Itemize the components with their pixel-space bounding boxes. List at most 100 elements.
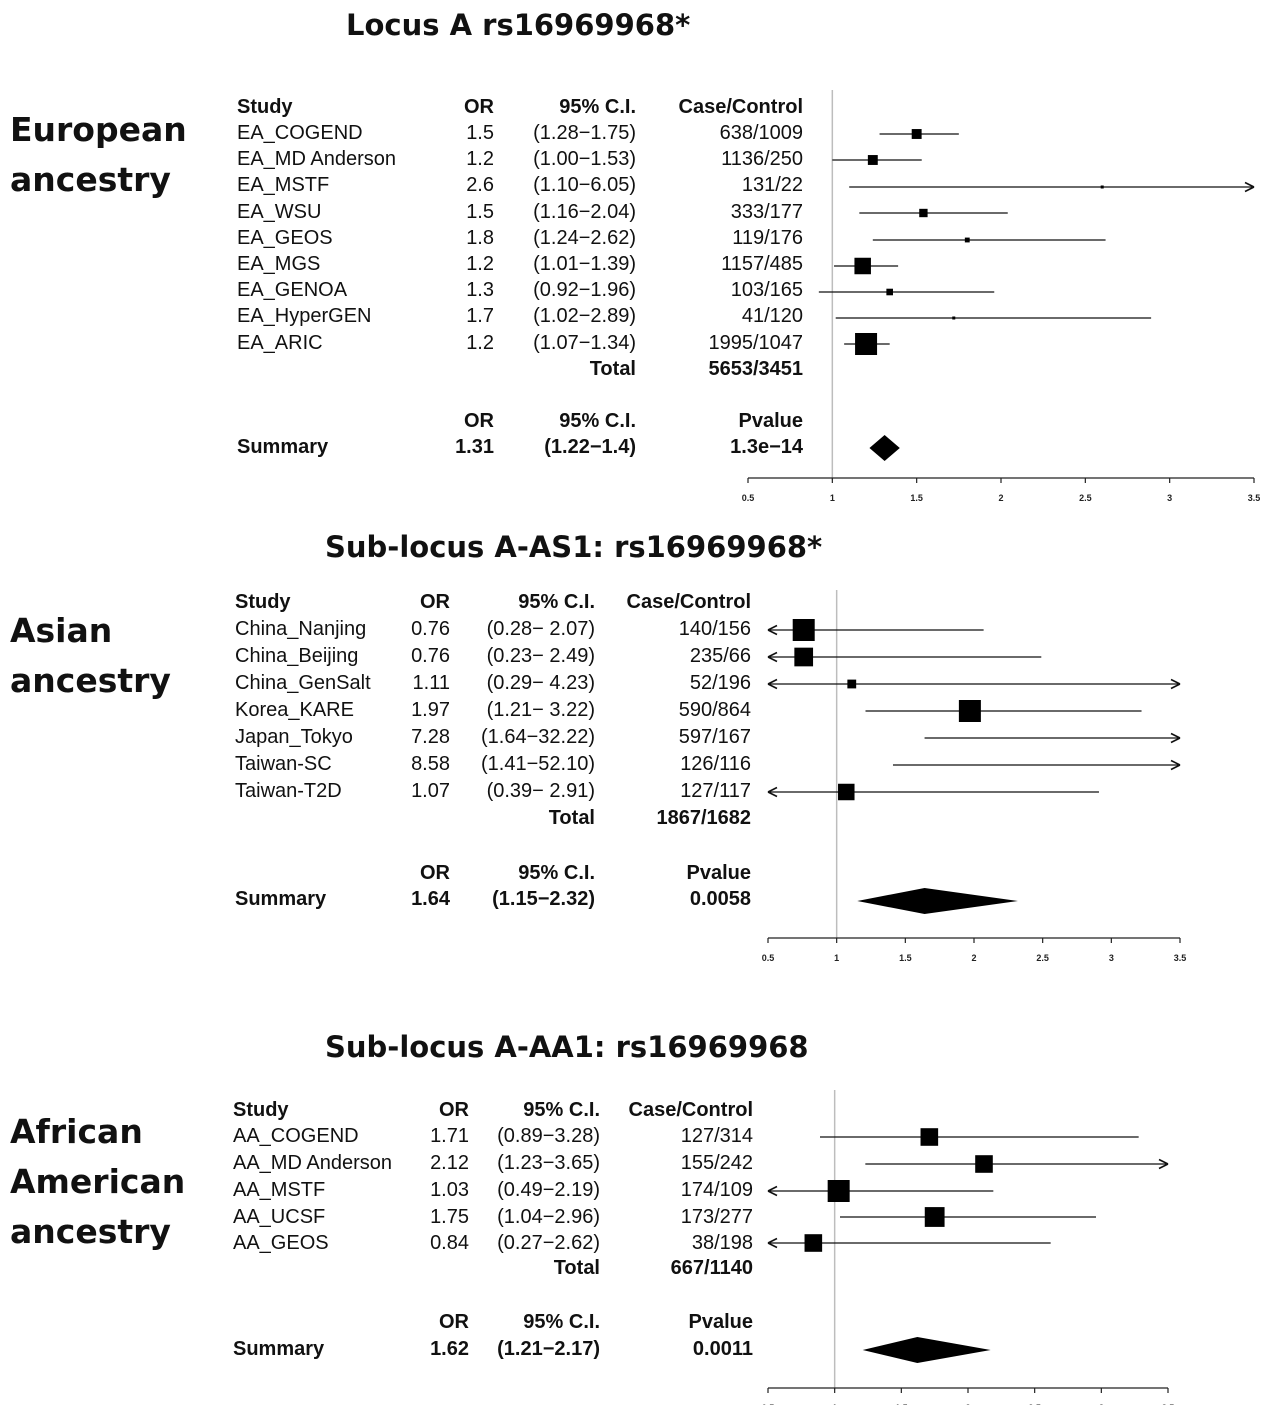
study-ci: (1.02−2.89) — [533, 305, 636, 327]
ancestry-label-line: European — [10, 110, 187, 149]
total-label: Total — [589, 358, 636, 380]
study-name: EA_MD Anderson — [237, 148, 396, 170]
panel-title: Sub-locus A-AA1: rs16969968 — [325, 1030, 809, 1064]
col-header-ci: 95% C.I. — [523, 1099, 600, 1121]
study-name: Taiwan-T2D — [235, 780, 342, 802]
study-case-control: 173/277 — [680, 1206, 753, 1228]
study-case-control: 119/176 — [732, 227, 803, 249]
study-case-control: 131/22 — [741, 174, 803, 196]
col-header-study: Study — [237, 96, 293, 118]
study-ci: (0.39− 2.91) — [486, 780, 595, 802]
study-name: China_GenSalt — [235, 672, 371, 694]
x-tick-label: 3 — [1167, 493, 1172, 503]
effect-box — [920, 1128, 939, 1146]
study-case-control: 155/242 — [680, 1152, 753, 1174]
summary-header-ci: 95% C.I. — [518, 862, 595, 884]
x-tick-label: 3.5 — [1174, 953, 1187, 963]
study-row: AA_UCSF 1.75 (1.04−2.96) 173/277 — [0, 1206, 770, 1232]
study-case-control: 127/314 — [680, 1125, 753, 1147]
effect-box — [964, 237, 970, 243]
col-header-ci: 95% C.I. — [559, 96, 636, 118]
study-or: 1.7 — [466, 305, 494, 327]
col-header-or: OR — [464, 96, 494, 118]
effect-box — [1100, 185, 1104, 189]
study-ci: (0.27−2.62) — [497, 1232, 600, 1254]
study-or: 1.8 — [466, 227, 494, 249]
study-case-control: 140/156 — [678, 618, 751, 640]
study-row: China_Nanjing 0.76 (0.28− 2.07) 140/156 — [0, 618, 770, 644]
effect-box — [804, 1234, 823, 1252]
ancestry-label: European ancestry — [10, 105, 187, 205]
study-case-control: 52/196 — [689, 672, 751, 694]
summary-ci: (1.21−2.17) — [497, 1338, 600, 1360]
study-case-control: 174/109 — [680, 1179, 753, 1201]
study-row: Taiwan-T2D 1.07 (0.39− 2.91) 127/117 — [0, 780, 770, 806]
effect-box — [794, 647, 814, 667]
study-or: 8.58 — [411, 753, 450, 775]
col-header-case-control: Case/Control — [628, 1099, 753, 1121]
study-ci: (0.49−2.19) — [497, 1179, 600, 1201]
summary-diamond — [869, 435, 900, 461]
study-ci: (1.07−1.34) — [533, 332, 636, 354]
study-or: 0.84 — [430, 1232, 469, 1254]
study-or: 1.71 — [430, 1125, 469, 1147]
effect-box — [886, 288, 893, 296]
total-case-control: 1867/1682 — [656, 807, 751, 829]
ci-arrow-left — [767, 624, 778, 636]
x-tick-label: 1.5 — [899, 953, 912, 963]
study-or: 1.5 — [466, 201, 494, 223]
study-ci: (1.00−1.53) — [533, 148, 636, 170]
x-tick-label: 3.5 — [1248, 493, 1261, 503]
study-case-control: 333/177 — [730, 201, 803, 223]
ancestry-label-line: ancestry — [10, 1212, 171, 1251]
effect-box — [854, 257, 871, 275]
ancestry-label-line: Asian — [10, 611, 113, 650]
study-row: China_Beijing 0.76 (0.23− 2.49) 235/66 — [0, 645, 770, 671]
study-name: China_Nanjing — [235, 618, 367, 640]
ci-arrow-left — [767, 1237, 778, 1249]
study-or: 1.07 — [411, 780, 450, 802]
ci-arrow-left — [767, 786, 778, 798]
summary-header-pvalue: Pvalue — [738, 410, 803, 432]
study-ci: (1.64−32.22) — [481, 726, 595, 748]
ancestry-label: Asian ancestry — [10, 606, 171, 706]
effect-box — [792, 619, 815, 641]
study-name: Japan_Tokyo — [235, 726, 353, 748]
study-name: Taiwan-SC — [235, 753, 332, 775]
ci-arrow-right — [1170, 678, 1181, 690]
study-case-control: 41/120 — [741, 305, 803, 327]
ci-arrow-left — [767, 1185, 778, 1197]
summary-label: Summary — [233, 1338, 325, 1360]
study-ci: (1.23−3.65) — [497, 1152, 600, 1174]
total-case-control: 5653/3451 — [708, 358, 803, 380]
study-case-control: 638/1009 — [719, 122, 803, 144]
effect-box — [855, 333, 878, 355]
ancestry-label-line: ancestry — [10, 661, 171, 700]
summary-or: 1.62 — [430, 1338, 469, 1360]
study-name: AA_COGEND — [233, 1125, 359, 1147]
ancestry-label-line: African — [10, 1112, 143, 1151]
study-row: Korea_KARE 1.97 (1.21− 3.22) 590/864 — [0, 699, 770, 725]
x-tick-label: 2 — [965, 1403, 970, 1405]
ancestry-label-line: American — [10, 1162, 186, 1201]
study-case-control: 235/66 — [689, 645, 751, 667]
study-or: 0.76 — [411, 618, 450, 640]
total-label: Total — [548, 807, 595, 829]
ancestry-label: African American ancestry — [10, 1107, 185, 1257]
effect-box — [838, 783, 855, 801]
study-row: EA_GENOA 1.3 (0.92−1.96) 103/165 — [0, 279, 820, 305]
x-tick-label: 1 — [834, 953, 839, 963]
study-or: 1.5 — [466, 122, 494, 144]
study-case-control: 1157/485 — [721, 253, 803, 275]
x-tick-label: 1.5 — [910, 493, 923, 503]
study-name: EA_MGS — [237, 253, 321, 275]
summary-label: Summary — [237, 436, 329, 458]
ci-arrow-right — [1244, 181, 1255, 193]
study-ci: (1.01−1.39) — [533, 253, 636, 275]
ci-arrow-right — [1170, 732, 1181, 744]
study-ci: (0.92−1.96) — [533, 279, 636, 301]
x-tick-label: 1 — [832, 1403, 837, 1405]
study-or: 1.75 — [430, 1206, 469, 1228]
study-row: EA_HyperGEN 1.7 (1.02−2.89) 41/120 — [0, 305, 820, 331]
